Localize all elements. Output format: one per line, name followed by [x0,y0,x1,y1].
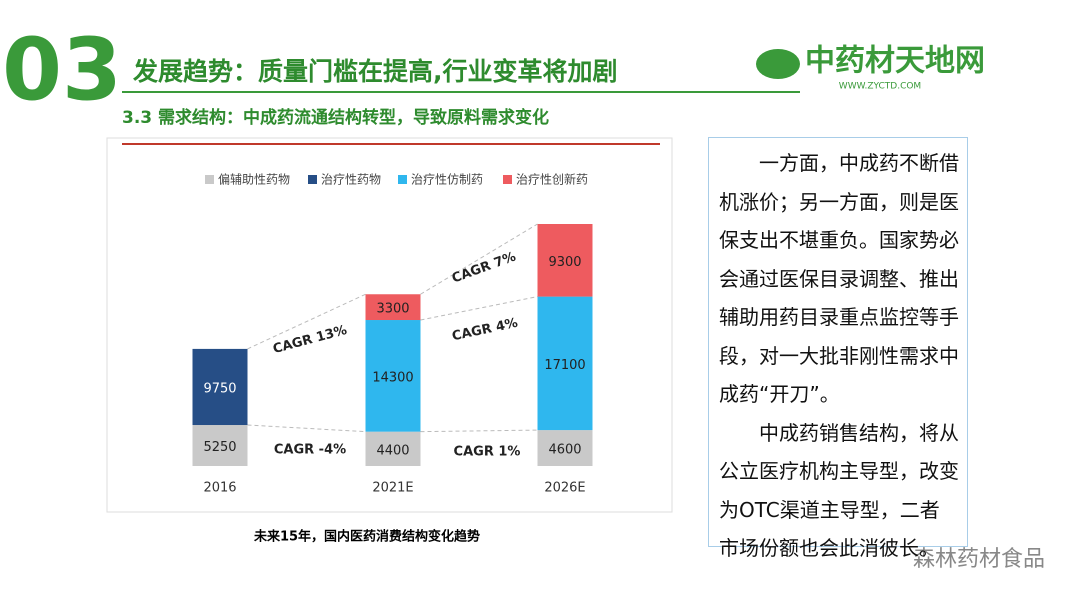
bar-segment [365,320,421,432]
text-box: 一方面，中成药不断借机涨价；另一方面，则是医保支出不堪重负。国家势必会通过医保目… [708,137,968,560]
logo-url: WWW.ZYCTD.COM [839,82,921,92]
section-number: 03 [2,20,122,120]
annotation: CAGR 1% [454,445,521,460]
x-tick-label: 2016 [203,481,236,496]
annotation: CAGR -4% [274,443,346,458]
data-label: 9300 [548,255,581,270]
bar-segment [192,348,248,426]
legend-label: 治疗性仿制药 [411,173,483,187]
legend-swatch [398,175,407,184]
slide-subtitle: 3.3 需求结构：中成药流通结构转型，导致原料需求变化 [122,107,549,128]
legend-swatch [503,175,512,184]
legend-label: 偏辅助性药物 [218,172,290,187]
logo-icon [756,49,800,79]
x-tick-label: 2026E [544,481,585,496]
connector [247,293,366,350]
bar-segment [537,224,593,297]
data-label: 14300 [372,370,413,385]
bar-segment [537,430,593,466]
data-label: 17100 [544,358,585,373]
chart-caption: 未来15年，国内医药消费结构变化趋势 [253,529,480,545]
bar-segment [192,425,248,466]
paragraph: 中成药销售结构，将从公立医疗机构主导型，改变为OTC渠道主导型，二者市场份额也会… [719,420,959,561]
paragraph: 一方面，中成药不断借机涨价；另一方面，则是医保支出不堪重负。国家势必会通过医保目… [719,151,959,406]
data-label: 3300 [376,302,409,317]
data-label: 4600 [548,443,581,458]
slide-title: 发展趋势：质量门槛在提高,行业变革将加剧 [132,57,618,86]
legend-swatch [205,175,214,184]
bar-segment [365,431,421,466]
connector [420,429,538,433]
legend-label: 治疗性创新药 [516,172,588,187]
data-label: 5250 [203,440,236,455]
data-label: 4400 [376,443,409,458]
logo-name: 中药材天地网 [805,44,985,79]
legend-swatch [308,175,317,184]
connector [420,296,538,321]
bar-segment [365,294,421,321]
x-tick-label: 2021E [372,481,413,496]
data-label: 9750 [203,381,236,396]
connector [420,223,538,295]
bar-segment [537,296,593,431]
connector [247,424,366,433]
legend-label: 治疗性药物 [321,173,381,187]
watermark: 森林药材食品 [913,547,1045,572]
